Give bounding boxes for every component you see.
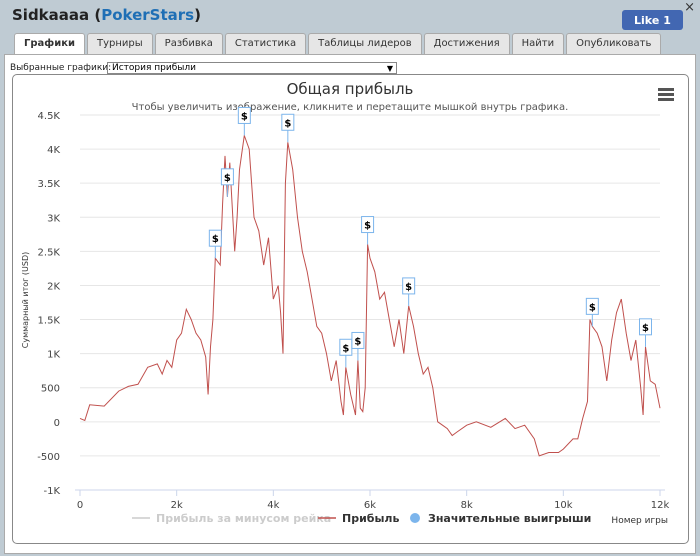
legend-label: Значительные выигрыши (428, 512, 591, 525)
x-tick-label: 6k (364, 500, 376, 511)
grid (80, 114, 660, 491)
y-tick-label: 0 (54, 418, 60, 429)
y-tick-label: -500 (37, 452, 60, 463)
chart-selector[interactable]: История прибыли ▼ (107, 62, 397, 74)
selector-value: История прибыли (112, 63, 196, 73)
title-suffix: ) (194, 6, 201, 24)
tab[interactable]: Турниры (87, 33, 153, 54)
user-name: Sidkaaaa ( (12, 6, 102, 24)
tab[interactable]: Опубликовать (566, 33, 662, 54)
tab[interactable]: Графики (14, 33, 86, 54)
y-tick-label: 3.5K (38, 179, 61, 190)
x-tick-label: 8k (461, 500, 473, 511)
marker-label: $ (364, 221, 371, 232)
y-tick-label: 4K (47, 145, 60, 156)
menu-bar (658, 88, 674, 91)
y-tick-label: 2.5K (38, 247, 61, 258)
marker-label: $ (354, 336, 361, 347)
like-count: 1 (663, 13, 671, 27)
x-tick-label: 10k (554, 500, 573, 511)
big-win-marker: $ (351, 331, 365, 361)
close-button[interactable]: × (684, 0, 695, 15)
y-tick-label: 2K (47, 281, 60, 292)
marker-flag (361, 216, 375, 234)
marker-label: $ (241, 111, 248, 122)
big-win-marker: $ (361, 216, 375, 245)
big-win-marker: $ (220, 168, 234, 197)
chart-panel (12, 74, 689, 544)
tab-bar: Графики Турниры Разбивка Статистика Таблицы … (14, 33, 662, 54)
marker-label: $ (284, 118, 291, 129)
like-button[interactable]: Like 1 (622, 10, 683, 30)
selector-label: Выбранные графики: (10, 63, 112, 73)
big-win-marker: $ (237, 106, 251, 136)
big-win-marker: $ (208, 229, 222, 259)
legend-symbol (410, 513, 420, 523)
dropdown-arrow: ▼ (386, 64, 393, 73)
legend-label: Прибыль (342, 512, 399, 525)
legend-item[interactable]: Значительные выигрыши (410, 512, 591, 525)
y-tick-label: 1.5K (38, 316, 61, 327)
tab[interactable]: Таблицы лидеров (308, 33, 422, 54)
marker-label: $ (642, 323, 649, 334)
tab[interactable]: Статистика (224, 33, 307, 54)
y-tick-label: 1K (47, 350, 60, 361)
x-tick-label: 0 (77, 500, 83, 511)
tab[interactable]: Разбивка (154, 33, 223, 54)
marker-flag (639, 318, 652, 336)
marker-flag (585, 297, 599, 315)
x-tick-label: 4k (267, 500, 279, 511)
legend-item[interactable]: Прибыль (318, 512, 399, 525)
big-win-marker: $ (639, 318, 652, 347)
x-tick-label: 12k (651, 500, 670, 511)
y-tick-label: 4.5K (38, 111, 61, 122)
big-win-marker: $ (339, 338, 353, 368)
y-tick-label: 500 (41, 384, 60, 395)
marker-flag (281, 113, 295, 131)
marker-label: $ (589, 302, 596, 313)
marker-flag (220, 168, 234, 186)
like-label: Like (634, 13, 660, 27)
marker-flag (402, 277, 416, 295)
tab[interactable]: Найти (511, 33, 565, 54)
big-win-marker: $ (402, 277, 416, 306)
big-win-marker: $ (585, 297, 599, 327)
tab[interactable]: Достижения (423, 33, 510, 54)
marker-flag (208, 229, 222, 247)
marker-flag (351, 331, 365, 349)
legend-item[interactable]: Прибыль за минусом рейка (132, 512, 331, 525)
menu-button[interactable] (658, 88, 674, 101)
x-tick-label: 2k (171, 500, 183, 511)
x-axis-label: Номер игры (611, 516, 668, 526)
legend-label: Прибыль за минусом рейка (156, 512, 331, 525)
y-axis-label: Суммарный итог (USD) (21, 252, 30, 349)
header-title: Sidkaaaa (PokerStars) (12, 6, 201, 24)
marker-label: $ (212, 234, 219, 245)
chart-title: Общая прибыль (287, 80, 414, 98)
marker-flag (237, 106, 251, 124)
marker-label: $ (342, 343, 349, 354)
chart-subtitle: Чтобы увеличить изображение, кликните и … (132, 102, 569, 113)
site-name: PokerStars (101, 6, 195, 24)
profit-line (79, 135, 661, 457)
big-win-marker: $ (281, 113, 295, 143)
marker-label: $ (405, 282, 412, 293)
menu-bar (658, 98, 674, 101)
menu-bar (658, 93, 674, 96)
y-tick-label: 3K (47, 213, 60, 224)
marker-label: $ (224, 173, 231, 184)
y-tick-label: -1K (43, 486, 60, 497)
